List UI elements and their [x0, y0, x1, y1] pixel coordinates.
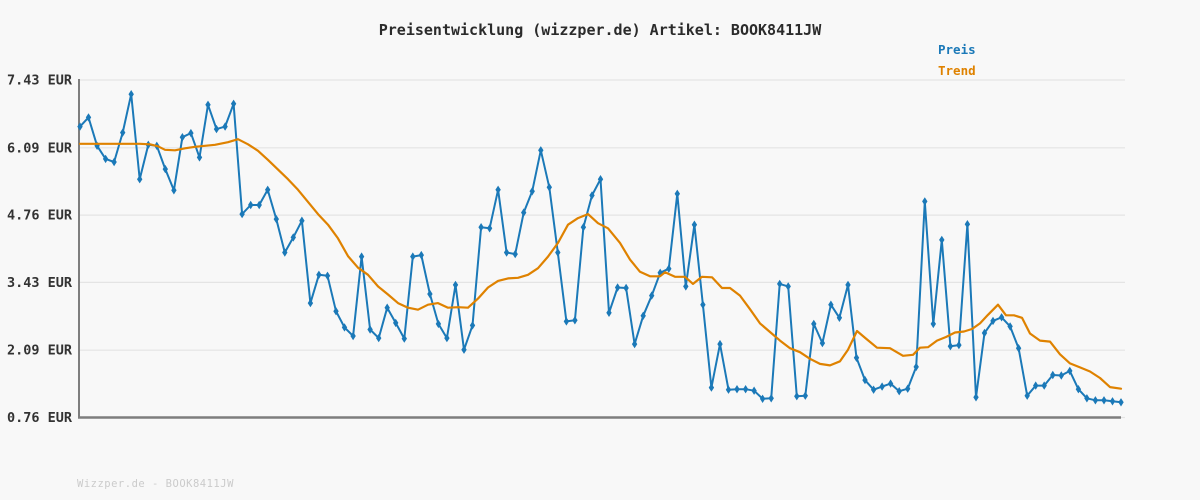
y-tick-label: 2.09 EUR: [7, 343, 73, 359]
legend-item-preis: Preis: [938, 42, 976, 57]
y-tick-label: 4.76 EUR: [7, 208, 73, 224]
y-tick-label: 7.43 EUR: [7, 73, 73, 89]
y-tick-label: 6.09 EUR: [7, 140, 73, 156]
y-tick-label: 0.76 EUR: [7, 410, 73, 426]
y-tick-label: 3.43 EUR: [7, 275, 73, 291]
chart-title: Preisentwicklung (wizzper.de) Artikel: B…: [378, 21, 822, 39]
legend-item-trend: Trend: [938, 63, 976, 78]
trend-line: [78, 138, 1123, 390]
watermark: Wizzper.de - BOOK8411JW: [77, 478, 234, 490]
preis-markers: [77, 90, 1124, 407]
legend: Preis Trend: [938, 39, 976, 81]
